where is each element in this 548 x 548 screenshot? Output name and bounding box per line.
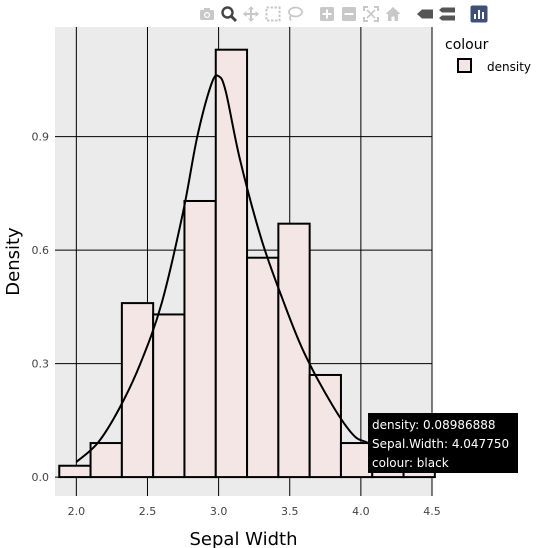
x-tick-label: 4.5 (423, 505, 441, 518)
histogram-bar[interactable] (310, 375, 341, 477)
y-tick-label: 0.6 (32, 244, 50, 257)
histogram-bar[interactable] (153, 314, 184, 477)
x-axis-ticks: 2.0 2.5 3.0 3.5 4.0 4.5 (68, 505, 441, 518)
x-tick-label: 2.5 (139, 505, 157, 518)
x-tick-label: 3.5 (281, 505, 299, 518)
histogram-bar[interactable] (341, 443, 372, 477)
tooltip-line-colour: colour: black (372, 456, 449, 470)
y-axis-title: Density (3, 227, 24, 296)
histogram-bar[interactable] (122, 303, 153, 477)
y-tick-label: 0.0 (32, 471, 50, 484)
y-axis-ticks: 0.0 0.3 0.6 0.9 (32, 131, 50, 484)
histogram-bar[interactable] (278, 224, 309, 477)
y-tick-label: 0.9 (32, 131, 50, 144)
y-tick-label: 0.3 (32, 358, 50, 371)
tooltip-line-sepal-width: Sepal.Width: 4.047750 (372, 437, 509, 451)
legend-label: density (487, 60, 531, 74)
x-tick-label: 2.0 (68, 505, 86, 518)
legend-swatch (458, 59, 471, 72)
legend-item-density[interactable]: density (458, 59, 531, 74)
x-tick-label: 3.0 (210, 505, 228, 518)
x-tick-label: 4.0 (352, 505, 370, 518)
histogram-bar[interactable] (184, 201, 215, 477)
histogram-bar[interactable] (91, 443, 122, 477)
hover-tooltip: density: 0.08986888 Sepal.Width: 4.04775… (368, 413, 518, 473)
histogram-bar[interactable] (59, 466, 90, 477)
histogram-bar[interactable] (247, 258, 278, 477)
tooltip-line-density: density: 0.08986888 (372, 418, 496, 432)
x-axis-title: Sepal Width (190, 529, 298, 548)
legend-title: colour (445, 37, 489, 53)
